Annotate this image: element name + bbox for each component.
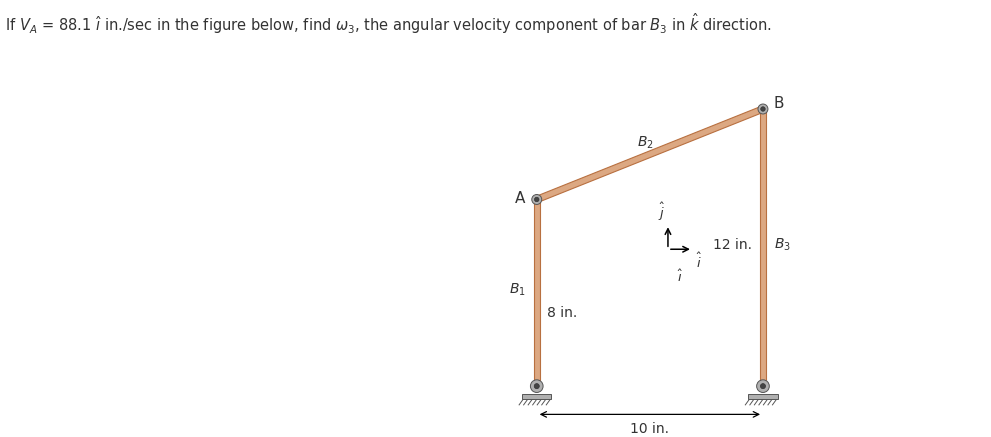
Text: If $V_A$ = 88.1 $\hat{\imath}$ in./sec in the figure below, find $\omega_3$, the: If $V_A$ = 88.1 $\hat{\imath}$ in./sec i… [5,11,772,36]
Text: $\hat{i}$: $\hat{i}$ [697,252,703,271]
Circle shape [532,194,542,205]
Polygon shape [535,106,764,202]
Circle shape [761,107,765,111]
Circle shape [534,384,539,388]
Circle shape [530,380,543,392]
Circle shape [757,380,769,392]
Text: $\hat{\imath}$: $\hat{\imath}$ [677,268,684,284]
Polygon shape [533,199,540,381]
Circle shape [758,104,768,114]
Text: 12 in.: 12 in. [713,238,751,252]
Text: A: A [515,191,525,206]
Text: B: B [773,96,784,111]
Polygon shape [760,109,766,381]
Circle shape [534,197,539,202]
Text: $\mathit{B}_1$: $\mathit{B}_1$ [508,282,525,298]
Text: $\mathit{B}_3$: $\mathit{B}_3$ [774,236,791,253]
Text: 8 in.: 8 in. [547,305,577,319]
Text: $\hat{j}$: $\hat{j}$ [658,201,665,223]
Circle shape [760,384,765,388]
Text: 10 in.: 10 in. [630,422,669,436]
Polygon shape [522,394,551,399]
Polygon shape [748,394,778,399]
Text: $\mathit{B}_2$: $\mathit{B}_2$ [637,135,654,151]
